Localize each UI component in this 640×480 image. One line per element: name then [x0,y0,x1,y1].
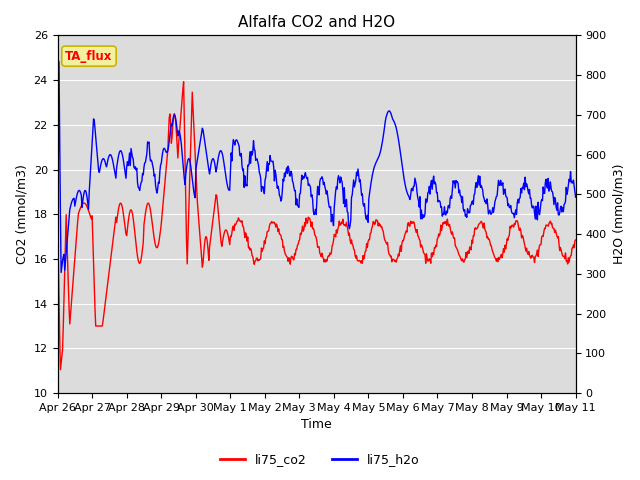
Title: Alfalfa CO2 and H2O: Alfalfa CO2 and H2O [238,15,395,30]
Text: TA_flux: TA_flux [65,49,113,63]
Y-axis label: CO2 (mmol/m3): CO2 (mmol/m3) [15,164,28,264]
Legend: li75_co2, li75_h2o: li75_co2, li75_h2o [215,448,425,471]
X-axis label: Time: Time [301,419,332,432]
Y-axis label: H2O (mmol/m3): H2O (mmol/m3) [612,164,625,264]
